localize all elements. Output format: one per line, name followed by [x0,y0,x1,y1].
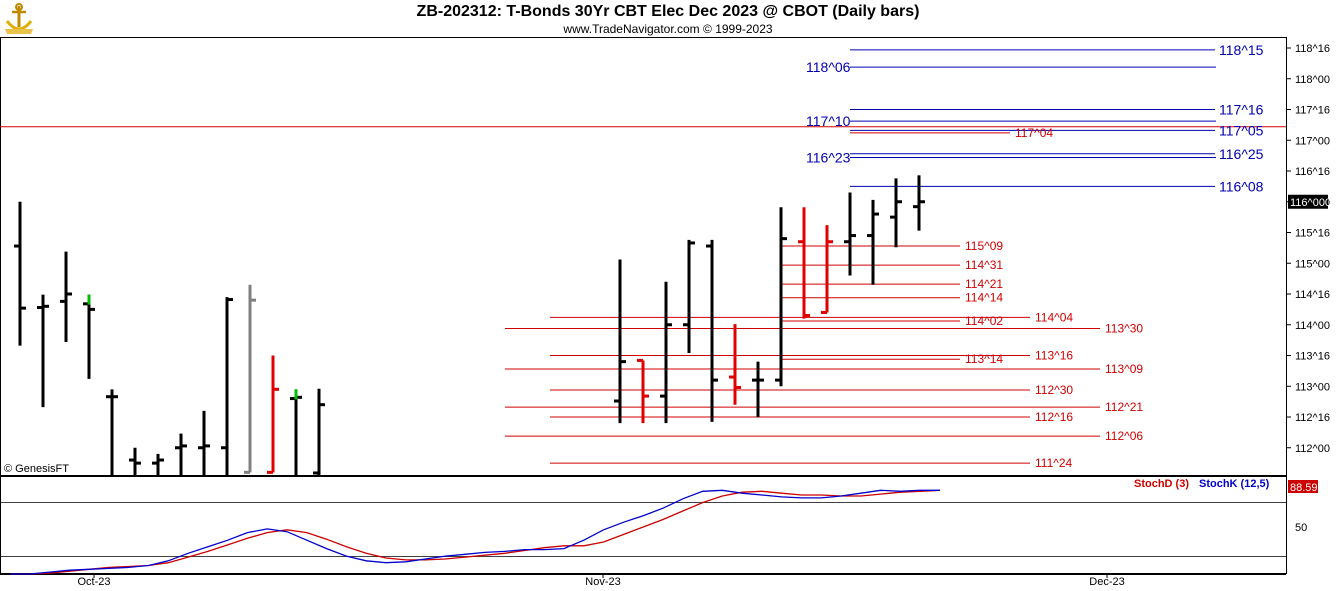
level-label: 114^02 [965,314,1003,328]
level-label: 117^05 [1219,122,1264,138]
price-tick-label: 116^16 [1295,166,1330,178]
stoch-last-box [1288,480,1318,493]
price-tick-label: 115^16 [1295,228,1330,240]
price-tick-label: 114^16 [1295,289,1330,301]
price-tick-label: 118^00 [1295,74,1330,86]
date-tick-label: Dec-23 [1089,576,1124,588]
level-label: 113^16 [1035,349,1073,363]
price-axis: 118^16118^00117^16117^00116^16116^00115^… [1286,43,1331,455]
last-price-box [1288,194,1328,209]
frames [0,37,1287,575]
levels-layer: 118^15 118^06 117^16 117^10 117^05 117^04 116^… [0,42,1286,470]
level-label: 113^09 [1105,362,1143,376]
level-label: 112^16 [1035,410,1073,424]
stoch-tick-label: 50 [1295,522,1307,534]
anchor-logo-icon [5,3,33,34]
level-label: 117^16 [1219,102,1264,118]
level-label: 111^24 [1035,456,1073,470]
price-tick-label: 112^00 [1295,443,1330,455]
price-tick-label: 115^00 [1295,258,1330,270]
level-label: 116^08 [1219,178,1264,194]
level-label: 118^06 [806,59,851,75]
level-label: 113^30 [1105,321,1143,335]
price-tick-label: 112^16 [1295,412,1330,424]
level-label: 112^30 [1035,383,1073,397]
copyright-label: © GenesisFT [4,463,69,475]
level-label: 115^09 [965,239,1003,253]
price-tick-label: 117^16 [1295,105,1330,117]
price-tick-label: 117^00 [1295,135,1330,147]
price-tick-label: 118^16 [1295,43,1330,55]
price-tick-label: 113^00 [1295,381,1330,393]
chart-subtitle: www.TradeNavigator.com © 1999-2023 [563,22,773,36]
chart-header: ZB-202312: T-Bonds 30Yr CBT Elec Dec 202… [0,0,1336,36]
level-label: 118^15 [1219,42,1264,58]
level-label: 114^04 [1035,310,1073,324]
level-label: 114^21 [965,277,1003,291]
level-label: 112^21 [1105,400,1143,414]
level-label: 116^25 [1219,146,1264,162]
date-axis: Oct-23 Nov-23 Dec-23 [77,574,1125,588]
date-tick-label: Oct-23 [77,576,110,588]
level-label: 114^14 [965,291,1003,305]
price-tick-label: 113^16 [1295,351,1330,363]
last-price-label: 116^000 [1290,197,1331,209]
stoch-panel-frame [0,476,1287,574]
level-label: 114^31 [965,258,1003,272]
level-label: 116^23 [806,149,851,165]
price-tick-label: 114^00 [1295,320,1330,332]
stoch-last-label: 88.59 [1290,482,1318,494]
stoch-d-legend: StochD (3) [1134,478,1189,490]
stochastic-panel: StochD (3) StochK (12,5) 88.59 50 [10,478,1318,575]
level-label: 112^06 [1105,429,1143,443]
date-tick-label: Nov-23 [585,576,620,588]
level-label: 113^14 [965,352,1003,366]
stoch-series-line [10,489,940,575]
chart-title: ZB-202312: T-Bonds 30Yr CBT Elec Dec 202… [416,3,920,20]
bars-layer [14,175,925,475]
level-label: 117^04 [1015,126,1053,140]
stoch-series-line [10,489,941,575]
stoch-k-legend: StochK (12,5) [1199,478,1270,490]
level-label: 117^10 [806,113,851,129]
